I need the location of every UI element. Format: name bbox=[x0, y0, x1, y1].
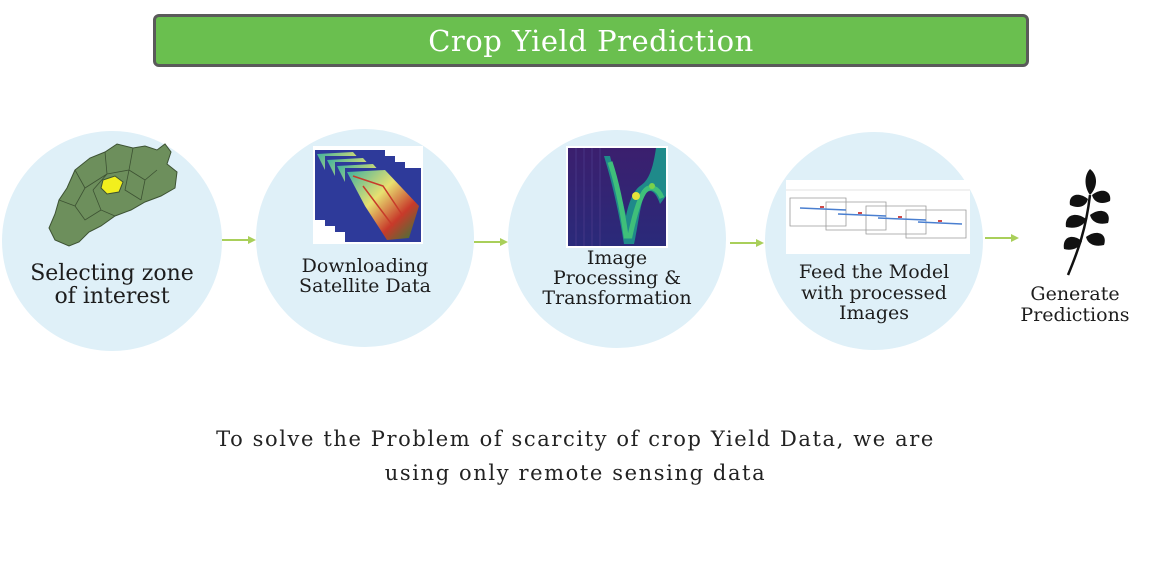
title-banner: Crop Yield Prediction bbox=[153, 14, 1029, 67]
step-2-label: Downloading Satellite Data bbox=[265, 255, 465, 297]
step-5-label: Generate Predictions bbox=[1000, 284, 1150, 326]
step-3-label-line3: Transformation bbox=[542, 287, 692, 310]
step-4-label-line1: Feed the Model bbox=[798, 261, 950, 283]
step-2-label-line2: Satellite Data bbox=[299, 274, 431, 297]
step-1-label: Selecting zone of interest bbox=[12, 262, 212, 308]
step-5-label-line1: Generate bbox=[1030, 283, 1120, 305]
model-diagram-icon bbox=[786, 180, 970, 254]
arrow-1 bbox=[222, 235, 256, 245]
step-3-label: Image Processing & Transformation bbox=[517, 247, 717, 310]
step-5-label-line2: Predictions bbox=[1020, 303, 1130, 326]
page-title: Crop Yield Prediction bbox=[428, 23, 754, 58]
step-3-label-line1: Image bbox=[586, 247, 648, 269]
arrow-4 bbox=[985, 233, 1019, 243]
satellite-images-icon bbox=[313, 146, 423, 244]
arrow-2 bbox=[474, 237, 508, 247]
wheat-icon bbox=[1063, 169, 1111, 276]
step-1-label-line1: Selecting zone bbox=[30, 261, 194, 286]
step-2-label-line1: Downloading bbox=[301, 255, 429, 277]
map-region-icon bbox=[48, 143, 178, 247]
caption: To solve the Problem of scarcity of crop… bbox=[120, 422, 1031, 490]
step-1-label-line2: of interest bbox=[54, 284, 170, 310]
arrow-3 bbox=[730, 238, 764, 248]
histogram-heatmap-icon bbox=[566, 146, 668, 248]
caption-line2: using only remote sensing data bbox=[384, 461, 767, 485]
step-3-label-line2: Processing & bbox=[552, 267, 682, 290]
step-4-label-line3: Images bbox=[838, 302, 909, 325]
step-4-label-line2: with processed bbox=[801, 281, 947, 304]
caption-line1: To solve the Problem of scarcity of crop… bbox=[216, 427, 935, 451]
step-4-label: Feed the Model with processed Images bbox=[774, 262, 974, 324]
